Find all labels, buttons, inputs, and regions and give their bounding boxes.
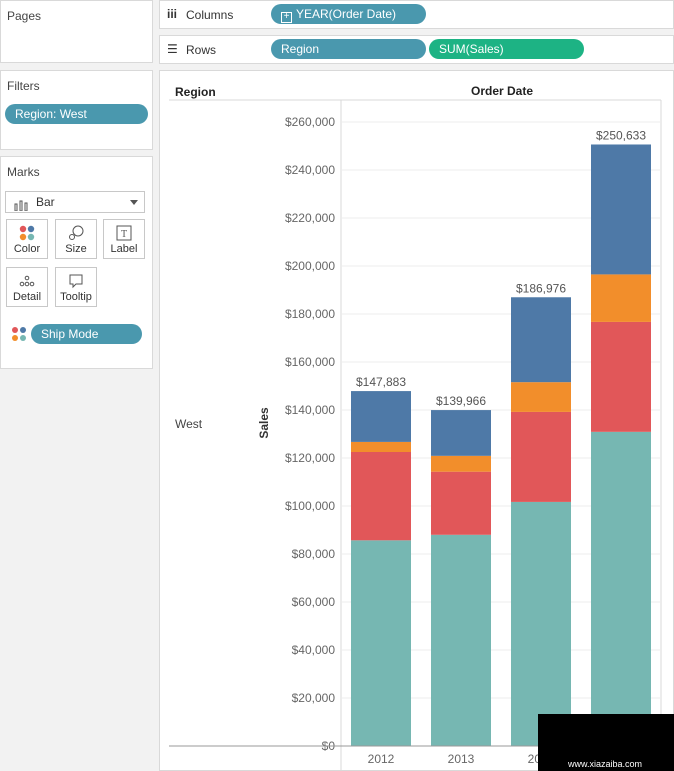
bar-segment-2015-0[interactable] [591,431,651,746]
bar-segment-2014-2[interactable] [511,382,571,412]
size-icon [56,224,96,242]
detail-button[interactable]: Detail [6,267,48,307]
sum-sales-pill[interactable]: SUM(Sales) [429,39,584,59]
year-order-date-label: YEAR(Order Date) [296,7,397,21]
bar-chart-icon [14,197,30,217]
detail-dots-icon [7,272,47,290]
bar-total-label-2015: $250,633 [596,128,646,142]
pages-card[interactable]: Pages [0,0,153,63]
bar-segment-2015-2[interactable] [591,274,651,322]
color-button[interactable]: Color [6,219,48,259]
svg-text:T: T [121,229,127,240]
tooltip-button[interactable]: Tooltip [55,267,97,307]
pages-title: Pages [7,9,42,23]
bar-segment-2013-3[interactable] [431,410,491,456]
y-tick-label: $40,000 [292,643,336,657]
rows-icon: ☰ [167,42,178,56]
tooltip-button-label: Tooltip [60,291,92,303]
filter-pill-region[interactable]: Region: West [5,104,148,124]
year-order-date-pill[interactable]: + YEAR(Order Date) [271,4,426,24]
x-tick-label-2013: 2013 [448,752,475,766]
bar-segment-2015-3[interactable] [591,144,651,275]
y-tick-label: $100,000 [285,499,335,513]
bar-segment-2013-0[interactable] [431,534,491,746]
row-value-west: West [175,417,203,431]
bar-segment-2014-0[interactable] [511,501,571,746]
columns-label: Columns [186,8,234,22]
bar-segment-2014-3[interactable] [511,297,571,383]
y-axis-label: Sales [257,407,271,439]
mark-type-dropdown[interactable]: Bar [5,191,145,213]
tooltip-icon [56,272,96,290]
color-button-label: Color [13,243,41,255]
filters-title: Filters [7,79,40,93]
row-header-title: Region [175,85,216,99]
y-tick-label: $180,000 [285,307,335,321]
y-tick-label: $80,000 [292,547,336,561]
columns-icon: iii [167,7,178,21]
watermark-logo: www.xiazaiba.com [538,714,674,771]
label-t-icon: T [104,224,144,242]
watermark-url: www.xiazaiba.com [568,759,643,769]
y-tick-label: $260,000 [285,115,335,129]
color-dots-icon [7,224,47,242]
size-button-label: Size [65,243,87,255]
bar-segment-2012-1[interactable] [351,452,411,541]
view-area [159,70,674,771]
chevron-down-icon [130,200,138,205]
y-tick-label: $240,000 [285,163,335,177]
expand-plus-icon: + [281,12,292,23]
marks-title: Marks [7,165,40,179]
y-tick-label: $120,000 [285,451,335,465]
rows-label: Rows [186,43,217,57]
label-button[interactable]: T Label [103,219,145,259]
y-tick-label: $20,000 [292,691,336,705]
y-tick-label: $220,000 [285,211,335,225]
ship-mode-pill[interactable]: Ship Mode [31,324,142,344]
bar-segment-2012-0[interactable] [351,540,411,746]
x-tick-label-2012: 2012 [368,752,395,766]
bar-total-label-2012: $147,883 [356,375,406,389]
bar-total-label-2013: $139,966 [436,394,486,408]
size-button[interactable]: Size [55,219,97,259]
bar-segment-2015-1[interactable] [591,321,651,432]
mark-type-label: Bar [36,195,55,209]
filters-card: Filters Region: West [0,70,153,150]
y-tick-label: $60,000 [292,595,336,609]
bar-segment-2013-2[interactable] [431,455,491,472]
region-pill[interactable]: Region [271,39,426,59]
bar-segment-2013-1[interactable] [431,471,491,535]
detail-button-label: Detail [12,291,42,303]
y-tick-label: $160,000 [285,355,335,369]
label-button-label: Label [110,243,138,255]
bar-total-label-2014: $186,976 [516,281,566,295]
bar-segment-2012-2[interactable] [351,441,411,452]
color-legend-dots-icon [11,326,27,347]
bar-segment-2012-3[interactable] [351,391,411,442]
y-tick-label: $200,000 [285,259,335,273]
bar-segment-2014-1[interactable] [511,411,571,502]
y-tick-label: $140,000 [285,403,335,417]
column-header-title: Order Date [471,84,533,98]
